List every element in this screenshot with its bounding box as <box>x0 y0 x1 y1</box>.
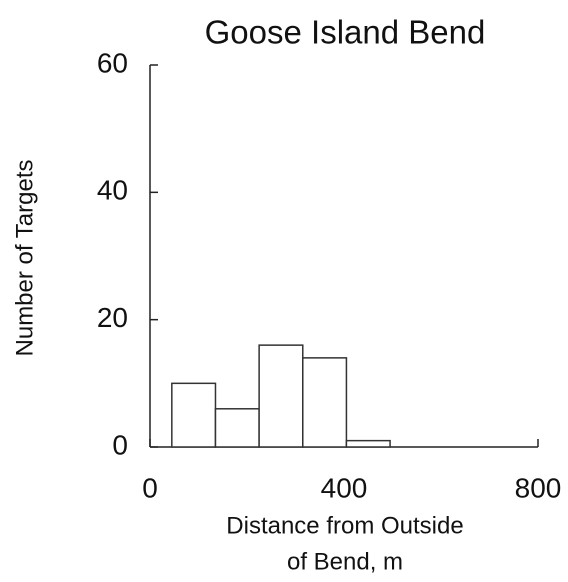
y-tick-label: 0 <box>112 429 128 460</box>
bar <box>345 439 391 448</box>
x-axis-label: Distance from Outside <box>226 512 463 539</box>
chart-title: Goose Island Bend <box>205 14 486 51</box>
bar <box>302 357 348 448</box>
bar <box>214 408 260 448</box>
bar <box>171 382 217 448</box>
x-tick-label: 0 <box>142 472 158 503</box>
bar <box>258 344 304 448</box>
y-tick-label: 40 <box>97 175 128 206</box>
y-tick-label: 60 <box>97 47 128 78</box>
y-axis-label: Number of Targets <box>11 160 38 357</box>
y-tick-label: 20 <box>97 302 128 333</box>
x-tick-label: 800 <box>515 472 562 503</box>
x-axis-label: of Bend, m <box>287 548 403 575</box>
x-tick-label: 400 <box>321 472 368 503</box>
